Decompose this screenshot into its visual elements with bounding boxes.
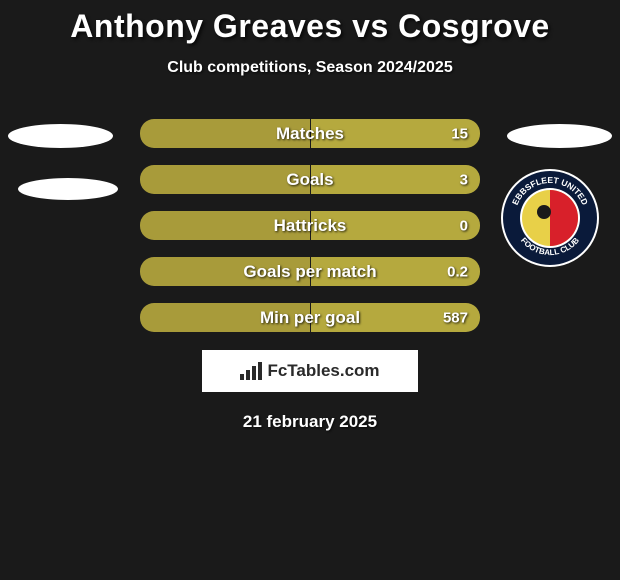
- bar-left: [140, 303, 310, 332]
- stat-value-right: 3: [460, 171, 468, 188]
- page-title: Anthony Greaves vs Cosgrove: [0, 0, 620, 45]
- stat-row: Hattricks0: [140, 211, 480, 240]
- fctables-label: FcTables.com: [267, 361, 379, 381]
- stat-row: Matches15: [140, 119, 480, 148]
- bar-left: [140, 257, 310, 286]
- subtitle: Club competitions, Season 2024/2025: [0, 59, 620, 77]
- bar-right: [311, 211, 480, 240]
- right-player-placeholder: [507, 124, 612, 148]
- stat-row: Goals3: [140, 165, 480, 194]
- left-player-placeholder: [8, 124, 118, 230]
- fctables-watermark: FcTables.com: [202, 350, 418, 392]
- stat-value-right: 587: [443, 309, 468, 326]
- bar-left: [140, 211, 310, 240]
- stat-value-right: 0: [460, 217, 468, 234]
- club-badge: EBBSFLEET UNITED FOOTBALL CLUB: [500, 168, 600, 268]
- stat-row: Min per goal587: [140, 303, 480, 332]
- bar-left: [140, 165, 310, 194]
- bar-chart-icon: [240, 362, 262, 380]
- stat-value-right: 15: [451, 125, 468, 142]
- bar-left: [140, 119, 310, 148]
- date-label: 21 february 2025: [0, 412, 620, 432]
- bar-right: [311, 165, 480, 194]
- stat-value-right: 0.2: [447, 263, 468, 280]
- stat-row: Goals per match0.2: [140, 257, 480, 286]
